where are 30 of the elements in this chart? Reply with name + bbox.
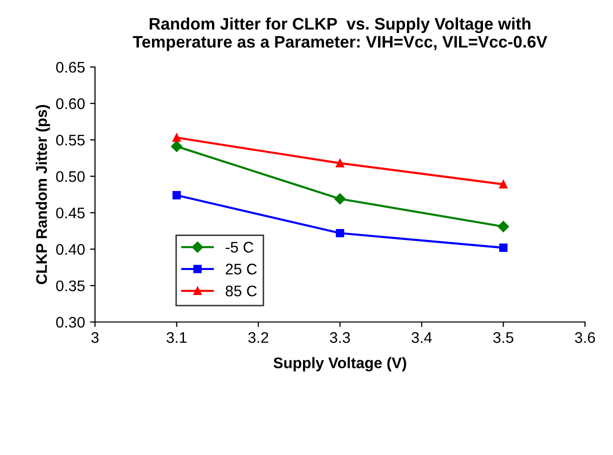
point: [499, 244, 508, 252]
x-tick-label: 3.4: [412, 332, 432, 343]
y-tick-label: 0.50: [56, 171, 85, 182]
y-tick-label: 0.30: [56, 316, 85, 328]
x-tick-label: 3.6: [574, 332, 595, 343]
x-tick-label: 3.3: [330, 332, 350, 343]
legend-label: 85 C: [226, 286, 257, 296]
y-tick-label: 0.60: [56, 98, 85, 110]
y-tick-label: 0.65: [56, 62, 85, 73]
point: [334, 193, 346, 204]
x-axis-title: Supply Voltage (V): [274, 357, 406, 372]
point: [498, 220, 509, 232]
point: [171, 140, 182, 152]
point: [172, 134, 181, 142]
point: [336, 228, 344, 238]
y-tick-label: 0.55: [56, 134, 85, 146]
chart-title: Random Jitter for CLKP vs. Supply Voltage with Temperature as a Parameter: VIH=Vcc, VIL=Vcc-0.6V: [132, 17, 548, 52]
x-tick-label: 3: [91, 332, 99, 343]
point: [499, 180, 508, 188]
y-tick-label: 0.45: [56, 208, 85, 218]
legend-label: -5 C: [226, 242, 254, 253]
x-tick-label: 3.2: [248, 332, 268, 343]
y-axis-title: CLKP Random Jitter (ps): [36, 104, 50, 284]
legend-label: 25 C: [226, 264, 257, 275]
x-tick-label: 3.1: [166, 332, 187, 343]
point: [172, 191, 181, 200]
y-tick-label: 0.35: [56, 280, 85, 292]
x-tick-label: 3.5: [493, 332, 514, 343]
y-tick-label: 0.40: [56, 244, 85, 255]
point: [336, 159, 344, 168]
